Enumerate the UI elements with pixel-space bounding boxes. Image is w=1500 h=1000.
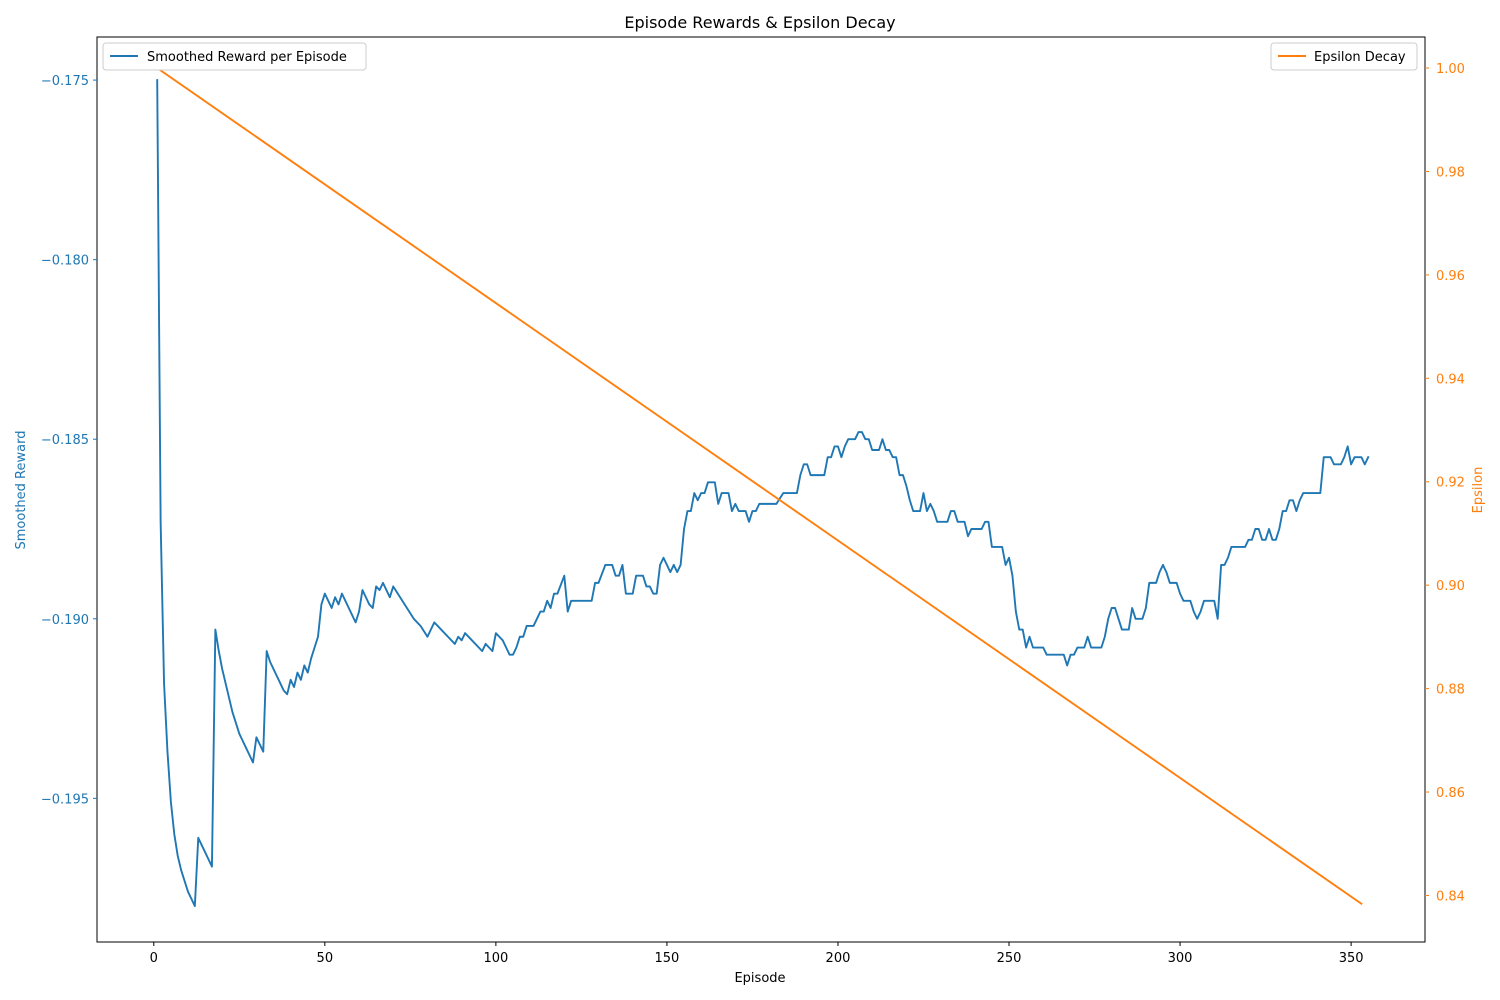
y-left-tick-label: −0.190 bbox=[41, 613, 89, 628]
legend-reward-label: Smoothed Reward per Episode bbox=[147, 50, 347, 65]
axes: 0 50 100 150 200 250 300 350 −0.175 −0.180 −0.185 −… bbox=[41, 36, 1465, 966]
y-right-tick-label: 0.98 bbox=[1436, 165, 1465, 180]
x-tick-label: 150 bbox=[655, 951, 680, 966]
plot-background bbox=[97, 37, 1425, 942]
series-layer bbox=[155, 66, 1370, 908]
y-right-tick-label: 0.92 bbox=[1436, 476, 1465, 491]
chart-title: Episode Rewards & Epsilon Decay bbox=[624, 13, 895, 32]
y-left-tick-label: −0.195 bbox=[41, 792, 89, 807]
legend-epsilon-box bbox=[1270, 42, 1418, 71]
y-right-tick-label: 0.90 bbox=[1436, 579, 1465, 594]
y-right-tick-label: 0.86 bbox=[1436, 786, 1465, 801]
x-tick-label: 250 bbox=[997, 951, 1022, 966]
legend-reward: Smoothed Reward per Episode bbox=[102, 42, 367, 71]
x-axis-label: Episode bbox=[734, 971, 785, 986]
legend-epsilon: Epsilon Decay bbox=[1270, 42, 1418, 71]
y-left-tick-label: −0.185 bbox=[41, 433, 89, 448]
y-right-tick-label: 1.00 bbox=[1436, 62, 1465, 77]
y-right-tick-label: 0.88 bbox=[1436, 683, 1465, 698]
plot-area bbox=[97, 37, 1425, 942]
y-right-tick-label: 0.96 bbox=[1436, 269, 1465, 284]
y-right-tick-label: 0.84 bbox=[1436, 889, 1465, 904]
y-left-tick-label: −0.180 bbox=[41, 254, 89, 269]
x-tick-label: 100 bbox=[483, 951, 508, 966]
y-left-tick-label: −0.175 bbox=[41, 74, 89, 89]
legend-reward-box bbox=[102, 42, 367, 71]
y-right-tick-label: 0.94 bbox=[1436, 372, 1465, 387]
x-tick-label: 350 bbox=[1339, 951, 1364, 966]
y-axis-right-label: Epsilon bbox=[1471, 467, 1486, 514]
legend-epsilon-label: Epsilon Decay bbox=[1314, 50, 1406, 65]
epsilon-decay-line bbox=[155, 66, 1363, 906]
x-tick-label: 50 bbox=[317, 951, 334, 966]
x-tick-label: 300 bbox=[1168, 951, 1193, 966]
x-tick-label: 0 bbox=[150, 951, 158, 966]
axes-frame bbox=[96, 36, 1426, 943]
y-axis-left-label: Smoothed Reward bbox=[14, 431, 29, 550]
smoothed-reward-line bbox=[156, 79, 1370, 908]
x-tick-label: 200 bbox=[826, 951, 851, 966]
